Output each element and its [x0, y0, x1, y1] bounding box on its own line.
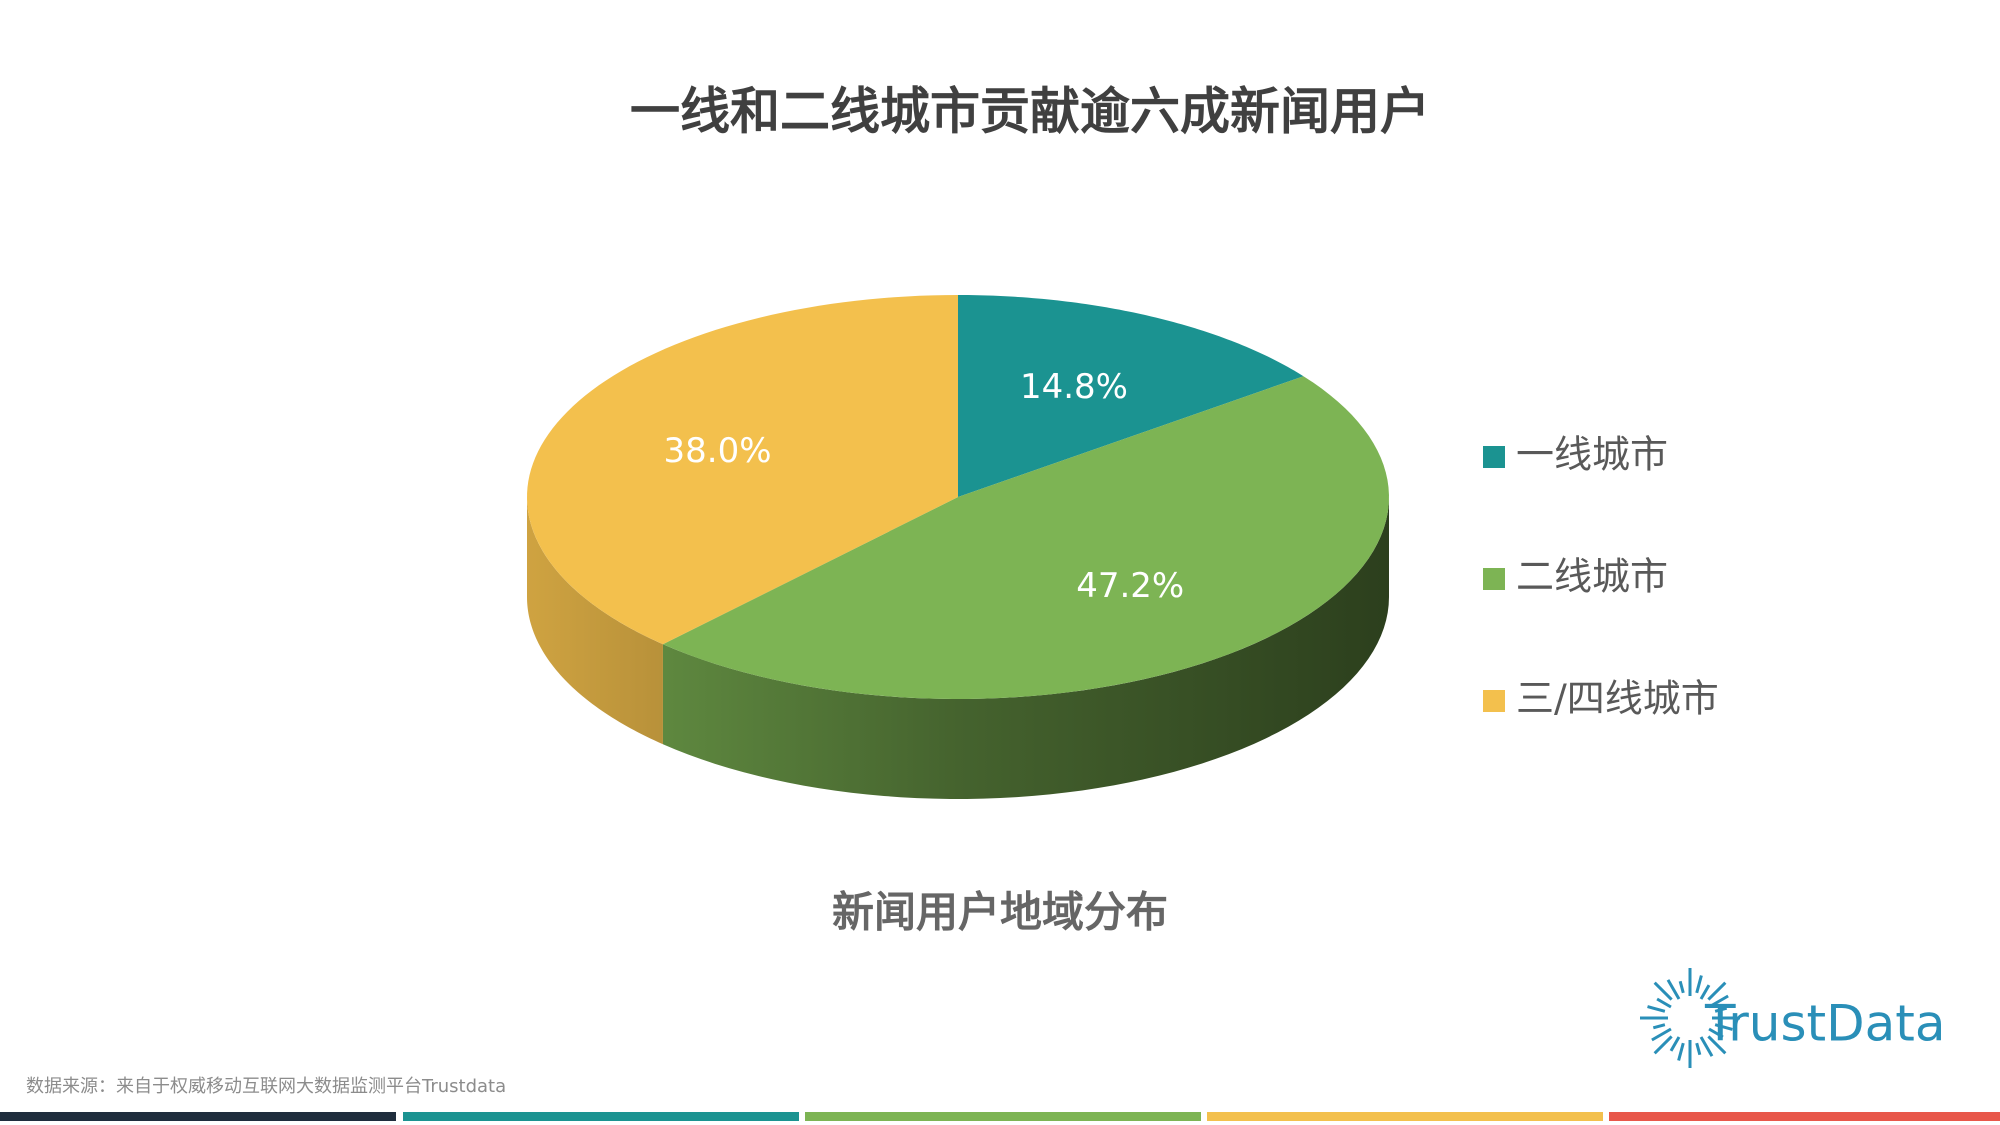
logo-ray	[1651, 1027, 1672, 1042]
logo-ray	[1656, 997, 1672, 1009]
chart-caption: 新闻用户地域分布	[832, 888, 1168, 937]
legend-label: 二线城市	[1516, 555, 1668, 599]
logo-ray	[1695, 1042, 1702, 1056]
stripe	[805, 1112, 1201, 1121]
logo-ray	[1707, 981, 1727, 1001]
pie-labels: 14.8% 47.2% 38.0%	[664, 367, 1185, 606]
logo-ray	[1666, 979, 1681, 1000]
logo-icon	[1640, 968, 1740, 1068]
logo-ray	[1652, 1023, 1666, 1030]
logo-ray	[1695, 975, 1703, 994]
logo-ray	[1669, 1036, 1681, 1052]
stripe	[1609, 1112, 2000, 1121]
legend-swatch	[1483, 690, 1505, 712]
logo-ray	[1677, 1042, 1685, 1061]
value-label: 38.0%	[664, 431, 772, 471]
stripe	[1207, 1112, 1603, 1121]
logo-ray	[1708, 1027, 1724, 1039]
value-label: 47.2%	[1076, 566, 1184, 606]
logo-text: TrustData	[1704, 995, 1945, 1053]
logo-ray	[1707, 1035, 1727, 1055]
stripe	[0, 1112, 396, 1121]
logo-ray	[1708, 994, 1729, 1009]
value-label: 14.8%	[1020, 367, 1128, 407]
logo-ray	[1714, 1006, 1728, 1013]
logo-ray	[1647, 1005, 1666, 1013]
source-note: 数据来源：来自于权威移动互联网大数据监测平台Trustdata	[26, 1076, 506, 1097]
legend-label: 三/四线城市	[1516, 677, 1719, 721]
legend-swatch	[1483, 568, 1505, 590]
logo-ray	[1653, 981, 1673, 1001]
logo-ray	[1699, 1036, 1714, 1057]
slice	[958, 295, 1304, 497]
slice	[662, 376, 1389, 699]
slice-side	[527, 497, 663, 745]
logo-ray	[1714, 1023, 1733, 1031]
logo: TrustData	[1640, 968, 1945, 1068]
logo-ray	[1699, 984, 1711, 1000]
pie-tops	[527, 295, 1389, 699]
footer-stripes	[0, 1112, 2000, 1121]
logo-ray	[1653, 1035, 1673, 1055]
stripe	[403, 1112, 799, 1121]
legend-swatch	[1483, 446, 1505, 468]
chart-title: 一线和二线城市贡献逾六成新闻用户	[630, 83, 1430, 141]
slice	[527, 295, 958, 645]
legend-label: 一线城市	[1516, 433, 1668, 477]
slice-side	[662, 497, 1389, 799]
logo-ray	[1678, 980, 1685, 994]
pie-sides	[527, 497, 1389, 799]
